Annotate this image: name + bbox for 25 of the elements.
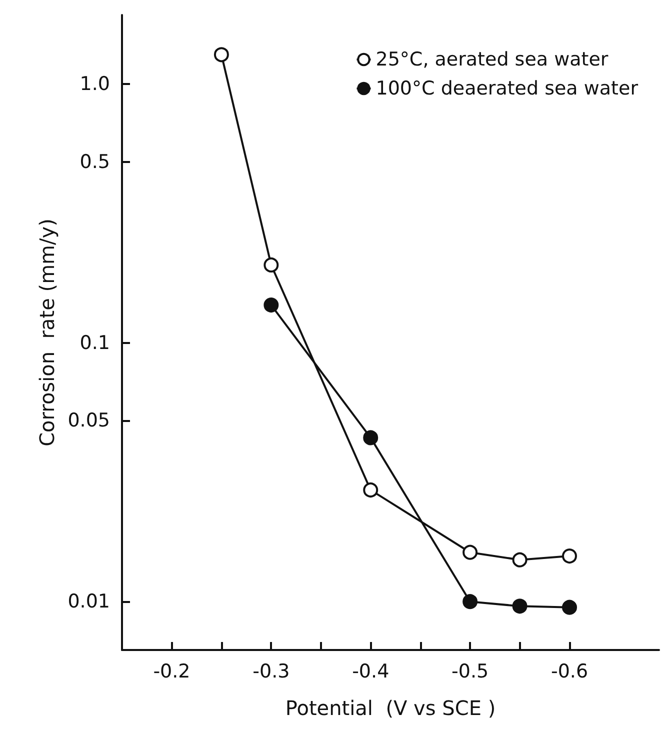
- point: [512, 552, 528, 568]
- y-tick-label: 0.05: [68, 410, 110, 432]
- x-tick-label: -0.4: [352, 660, 390, 682]
- point: [562, 548, 577, 564]
- point: [512, 598, 528, 614]
- y-tick-label: 0.5: [80, 151, 110, 174]
- point: [363, 482, 378, 498]
- point: [214, 47, 229, 62]
- x-tick-label: -0.3: [252, 660, 290, 682]
- legend-label: 100°C deaerated sea water: [376, 78, 638, 100]
- point: [363, 430, 378, 446]
- x-axis-title: Potential (V vs SCE ): [285, 696, 496, 720]
- legend-label: 25°C, aerated sea water: [376, 48, 608, 70]
- point: [264, 298, 279, 313]
- point: [462, 544, 478, 560]
- point: [264, 257, 279, 272]
- y-tick-label: 0.01: [68, 590, 110, 613]
- x-tick-label: -0.5: [452, 660, 489, 682]
- point: [562, 600, 577, 615]
- y-axis-title: Corrosion rate (mm/y): [34, 218, 59, 446]
- x-tick-label: -0.2: [153, 660, 190, 682]
- y-tick-label: 0.1: [80, 332, 110, 354]
- point: [462, 594, 478, 610]
- x-tick-label: -0.6: [550, 660, 588, 682]
- y-tick-label: 1.0: [80, 73, 110, 96]
